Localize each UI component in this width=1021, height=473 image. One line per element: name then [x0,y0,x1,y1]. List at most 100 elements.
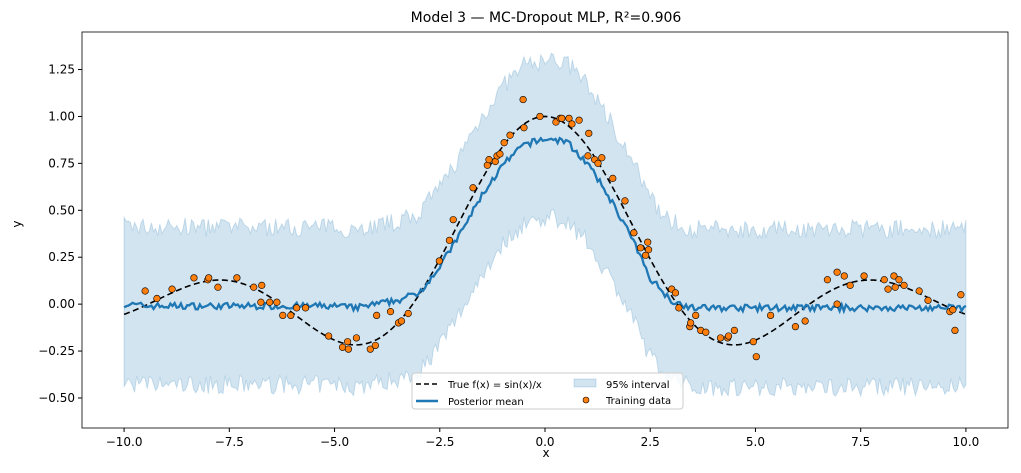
training-point [860,272,868,280]
training-point [594,159,602,167]
legend-true-label: True f(x) = sin(x)/x [447,380,542,391]
training-point [833,300,841,308]
training-point [258,281,266,289]
training-point [890,272,898,280]
legend: True f(x) = sin(x)/x Posterior mean 95% … [411,372,684,410]
training-point [565,114,573,122]
training-point [485,156,493,164]
training-point [884,285,892,293]
training-point [801,317,809,325]
x-tick-label: 10.0 [953,435,980,449]
training-point [880,276,888,284]
training-point [506,131,514,139]
training-point [687,319,695,327]
legend-train-label: Training data [605,396,671,407]
y-axis-label: y [10,220,24,227]
posterior-mean-line [123,136,967,315]
training-point [371,341,379,350]
legend-box [411,372,684,410]
training-point [900,281,908,289]
training-point [716,334,725,342]
y-tick-label: 0.25 [48,250,75,264]
training-point [250,283,258,291]
training-point [671,289,680,297]
y-tick-label: 1.00 [48,109,75,123]
training-point [373,311,381,319]
training-point [621,197,629,205]
training-point [692,311,700,319]
training-point [273,298,281,306]
training-point [749,338,757,346]
training-point [338,343,347,351]
x-tick-label: 7.5 [851,435,870,449]
x-tick-label: −2.5 [425,435,454,449]
training-point [724,332,733,340]
y-tick-label: 1.25 [48,63,75,77]
training-point [190,274,198,282]
x-tick-label: 2.5 [641,435,660,449]
training-point [520,124,528,132]
x-tick-label: −5.0 [320,435,349,449]
training-point [644,238,652,246]
training-point [257,298,265,306]
training-point [584,152,592,160]
training-point [519,95,527,104]
training-point [214,283,222,291]
training-point [386,308,395,316]
training-point [598,154,606,162]
x-axis-label: x [542,446,549,460]
training-point [823,276,832,284]
training-point [205,274,213,282]
legend-train-marker [582,396,590,404]
interval-band [123,52,967,398]
training-point [702,328,710,336]
training-point [344,345,353,353]
training-point [609,174,617,182]
training-point [833,268,841,276]
training-point [752,353,760,361]
training-point [469,184,477,192]
training-point [279,311,287,319]
training-point [924,296,932,304]
training-point [767,311,775,319]
training-point [891,283,899,291]
legend-mean-label: Posterior mean [448,397,524,408]
training-point [287,311,295,319]
training-point [675,304,683,312]
training-point [301,304,310,312]
true-function-line [123,115,967,346]
training-point [949,306,957,314]
training-point [293,304,301,312]
y-tick-label: −0.50 [38,391,75,405]
y-tick-label: 0.00 [48,297,75,311]
training-point [791,323,800,331]
training-point [343,338,352,346]
x-tick-label: 5.0 [746,435,765,449]
training-point [233,274,241,282]
training-point [641,251,650,259]
training-point [141,287,149,295]
training-point [435,257,443,265]
training-point [496,150,504,158]
training-point [536,112,544,121]
training-point [153,294,161,303]
training-point [630,229,638,237]
training-point [575,116,583,124]
legend-interval-label: 95% interval [606,380,670,391]
training-point [445,236,454,244]
training-point [266,298,274,306]
training-point [644,246,653,254]
training-point [568,120,576,128]
y-tick-label: 0.75 [48,156,75,170]
training-point [449,216,457,224]
training-point [951,326,959,335]
training-point [840,272,848,280]
y-tick-label: −0.25 [38,344,75,358]
x-tick-label: −10.0 [106,435,143,449]
training-point [846,281,854,289]
x-tick-label: −7.5 [215,435,244,449]
training-point [500,139,508,147]
legend-interval-swatch [573,378,597,388]
